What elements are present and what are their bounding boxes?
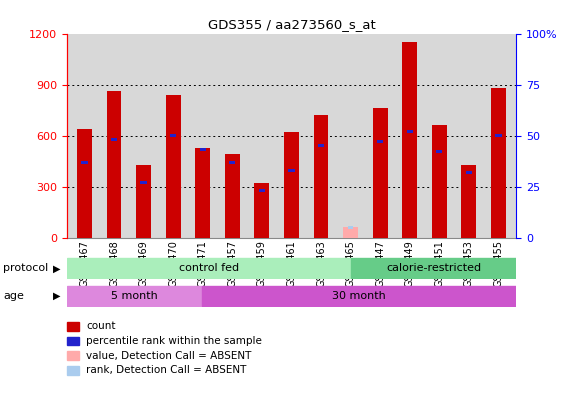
Text: 5 month: 5 month: [111, 291, 158, 301]
Bar: [432, 126, 447, 238]
Bar: [318, 144, 324, 147]
Text: ▶: ▶: [53, 263, 60, 273]
Bar: [377, 140, 383, 143]
Bar: [225, 154, 240, 238]
Bar: [284, 132, 299, 238]
Bar: [436, 150, 443, 154]
Bar: [81, 161, 88, 164]
Bar: [195, 148, 210, 238]
Bar: [314, 115, 328, 238]
Bar: [170, 134, 176, 137]
Bar: [140, 181, 147, 184]
Bar: [200, 148, 206, 151]
Bar: [343, 227, 358, 238]
Bar: [202, 286, 516, 306]
Text: percentile rank within the sample: percentile rank within the sample: [86, 336, 262, 346]
Bar: [255, 183, 269, 238]
Bar: [351, 259, 516, 278]
Text: protocol: protocol: [3, 263, 48, 273]
Bar: [229, 161, 235, 164]
Bar: [466, 171, 472, 174]
Bar: [348, 226, 353, 229]
Bar: [462, 164, 476, 238]
Text: rank, Detection Call = ABSENT: rank, Detection Call = ABSENT: [86, 365, 247, 375]
Bar: [373, 109, 387, 238]
Text: age: age: [3, 291, 24, 301]
Text: control fed: control fed: [179, 263, 239, 273]
Text: value, Detection Call = ABSENT: value, Detection Call = ABSENT: [86, 350, 252, 361]
Text: ▶: ▶: [53, 291, 60, 301]
Bar: [107, 91, 121, 238]
Bar: [111, 138, 117, 141]
Bar: [491, 88, 506, 238]
Bar: [136, 164, 151, 238]
Bar: [67, 286, 202, 306]
Bar: [166, 95, 180, 238]
Text: count: count: [86, 321, 116, 331]
Bar: [495, 134, 502, 137]
Bar: [288, 169, 295, 172]
Text: 30 month: 30 month: [332, 291, 386, 301]
Bar: [77, 129, 92, 238]
Bar: [407, 130, 413, 133]
Bar: [67, 259, 351, 278]
Text: calorie-restricted: calorie-restricted: [386, 263, 481, 273]
Bar: [259, 189, 265, 192]
Title: GDS355 / aa273560_s_at: GDS355 / aa273560_s_at: [208, 18, 375, 31]
Bar: [403, 42, 417, 238]
